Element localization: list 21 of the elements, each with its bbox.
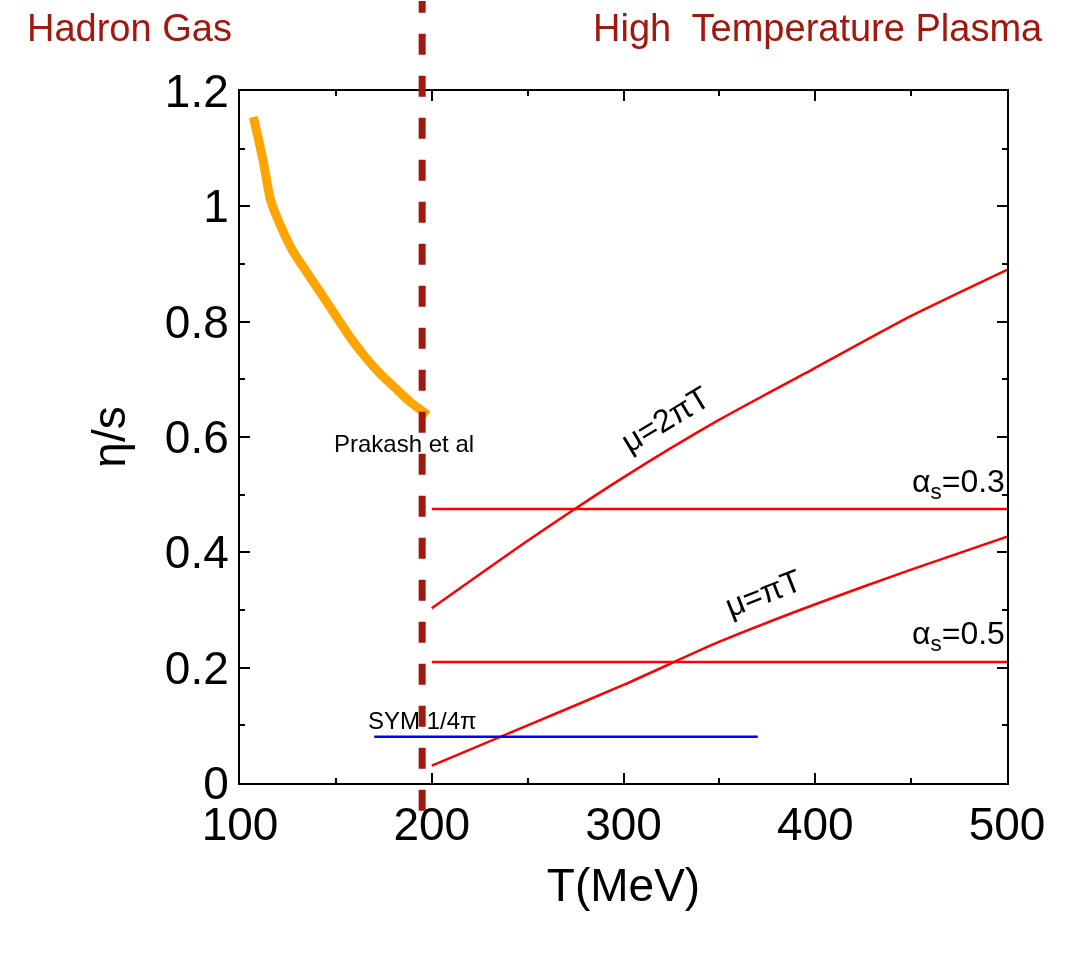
series-label: α$_{s}$=0.3 [912,463,1005,504]
x-tick-label: 300 [585,798,662,851]
y-axis-title: η/s [82,406,135,468]
y-tick-label: 1.2 [164,65,229,118]
series-label: SYM 1/4π [368,707,477,734]
text: Hadron Gas [27,7,232,49]
y-tick-label: 0.4 [164,526,229,579]
y-tick-label: 1 [203,180,229,233]
x-tick-label: 400 [776,798,854,851]
series-label: Prakash et al [334,430,475,457]
x-tick-label: 100 [201,798,279,851]
y-tick-label: 0.8 [164,295,229,348]
series-label: α$_{s}$=0.5 [912,615,1005,656]
y-tick-label: 0.2 [164,641,229,694]
text: μ=πT [719,561,807,625]
y-tick-label: 0.6 [164,411,229,464]
x-tick-label: 500 [968,798,1046,851]
x-tick-label: 200 [393,798,471,851]
line-series [430,535,1007,767]
x-axis-title: T(MeV) [546,859,701,912]
text: High Temperature Plasma [593,7,1044,49]
